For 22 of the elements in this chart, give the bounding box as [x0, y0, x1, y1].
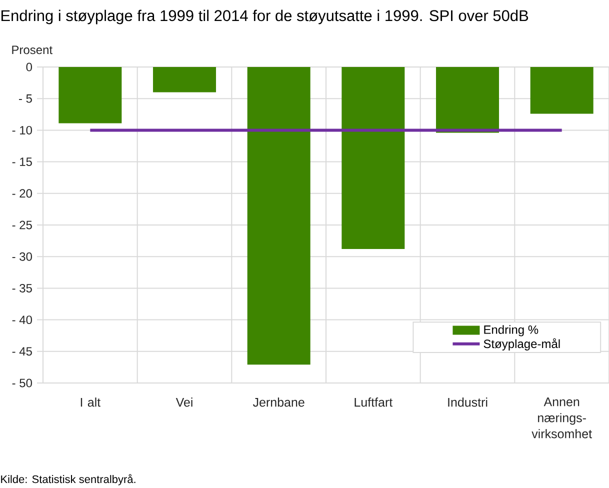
y-tick-label: - 30: [12, 252, 32, 261]
y-tick-label: - 50: [12, 378, 32, 388]
x-tick-label: Annen nærings-virksomhet: [532, 398, 592, 438]
chart-title: Endring i støyplage fra 1999 til 2014 for de støyutsatte i 1999. SPI over 50dB: [1, 10, 528, 24]
x-tick-label: Industri: [448, 398, 488, 407]
y-tick-label: - 5: [19, 94, 32, 103]
y-axis-title: Prosent: [12, 46, 52, 54]
x-tick-label: I alt: [80, 398, 100, 407]
y-tick-label: 0: [26, 62, 32, 72]
y-tick-label: - 25: [12, 220, 32, 230]
x-tick-label: Jernbane: [252, 398, 304, 407]
legend-label: Endring %: [484, 325, 538, 336]
legend-label: Støyplage-mål: [484, 338, 560, 350]
text: Kilde: Statistisk sentralbyrå.: [1, 474, 136, 486]
y-tick-label: - 20: [12, 189, 32, 198]
y-tick-label: - 10: [12, 126, 32, 134]
x-tick-label: Vei: [176, 398, 192, 407]
y-tick-label: - 15: [12, 158, 32, 166]
y-tick-label: - 45: [12, 347, 32, 356]
y-tick-label: - 40: [12, 316, 32, 324]
y-tick-label: - 35: [12, 284, 32, 292]
x-tick-label: Luftfart: [354, 398, 393, 407]
